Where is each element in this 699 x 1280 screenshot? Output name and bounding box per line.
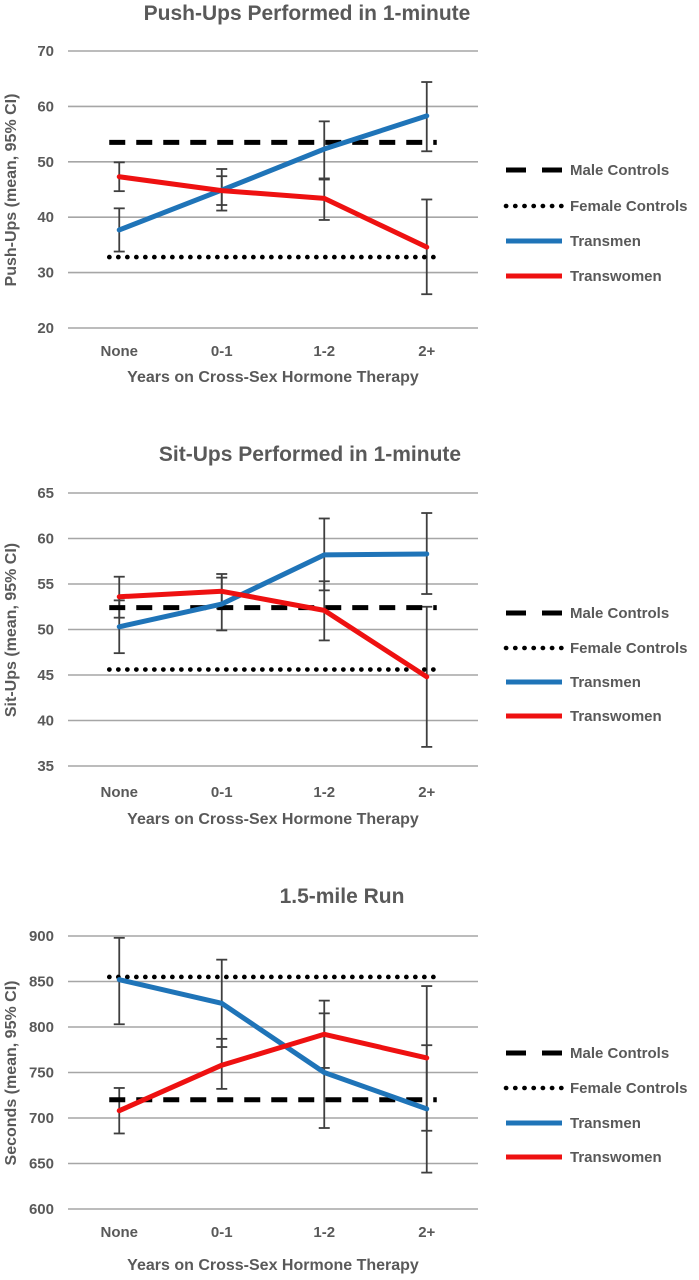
y-tick-label: 650 bbox=[29, 1156, 54, 1173]
legend-label-transwomen: Transwomen bbox=[570, 1149, 662, 1166]
push-ups-chart-canvas: 20 30 40 50 60 70 None 0-1 1-2 2+ Male Controls Fem… bbox=[3, 2, 688, 386]
y-tick-label: 45 bbox=[37, 667, 54, 684]
plot-area: 600 650 700 750 800 850 900 None 0-1 1-2 2+ Male Co… bbox=[29, 928, 688, 1241]
legend-label-transmen: Transmen bbox=[570, 1115, 641, 1132]
y-tick-label: 40 bbox=[37, 713, 54, 730]
series-line-transmen bbox=[116, 551, 430, 630]
y-tick-label: 850 bbox=[29, 974, 54, 991]
y-tick-label: 50 bbox=[37, 154, 54, 171]
y-axis-label: Seconds (mean, 95% CI) bbox=[3, 981, 20, 1166]
chart-run: 600 650 700 750 800 850 900 None 0-1 1-2 2+ Male Co… bbox=[0, 856, 699, 1280]
y-tick-label: 800 bbox=[29, 1019, 54, 1036]
chart-title: 1.5-mile Run bbox=[280, 885, 405, 908]
sit-ups-chart-canvas: 35 40 45 50 55 60 65 None 0-1 1-2 2+ Male Controls F… bbox=[3, 443, 688, 828]
y-tick-label: 65 bbox=[37, 485, 54, 502]
y-tick-label: 20 bbox=[37, 320, 54, 337]
legend-label-female-controls: Female Controls bbox=[570, 198, 688, 215]
x-axis-label: Years on Cross-Sex Hormone Therapy bbox=[127, 1257, 419, 1274]
x-tick-label: 1-2 bbox=[313, 343, 335, 360]
legend-label-male-controls: Male Controls bbox=[570, 162, 669, 179]
legend-label-female-controls: Female Controls bbox=[570, 640, 688, 657]
y-axis-label: Sit-Ups (mean, 95% CI) bbox=[3, 543, 20, 717]
y-tick-label: 30 bbox=[37, 265, 54, 282]
y-tick-label: 60 bbox=[37, 531, 54, 548]
chart-sit-ups: 35 40 45 50 55 60 65 None 0-1 1-2 2+ Male Controls F… bbox=[0, 428, 699, 856]
legend-label-transmen: Transmen bbox=[570, 233, 641, 250]
x-tick-label: None bbox=[101, 784, 139, 801]
x-tick-label: None bbox=[101, 343, 139, 360]
y-tick-label: 35 bbox=[37, 758, 54, 775]
y-tick-label: 70 bbox=[37, 43, 54, 60]
legend-label-transwomen: Transwomen bbox=[570, 708, 662, 725]
series-line-transmen bbox=[116, 113, 430, 233]
y-tick-label: 55 bbox=[37, 576, 54, 593]
plot-area: 20 30 40 50 60 70 None 0-1 1-2 2+ Male Controls Fem… bbox=[37, 43, 687, 360]
x-tick-label: 2+ bbox=[418, 784, 435, 801]
series-line-transwomen bbox=[116, 174, 430, 250]
y-tick-label: 700 bbox=[29, 1110, 54, 1127]
x-tick-label: 2+ bbox=[418, 1224, 435, 1241]
series-line-transmen bbox=[116, 977, 430, 1112]
x-tick-label: 1-2 bbox=[313, 784, 335, 801]
legend-label-male-controls: Male Controls bbox=[570, 1045, 669, 1062]
chart-push-ups: 20 30 40 50 60 70 None 0-1 1-2 2+ Male Controls Fem… bbox=[0, 0, 699, 428]
x-axis-label: Years on Cross-Sex Hormone Therapy bbox=[127, 369, 419, 386]
legend-label-transmen: Transmen bbox=[570, 674, 641, 691]
x-tick-label: 0-1 bbox=[211, 1224, 233, 1241]
x-axis-label: Years on Cross-Sex Hormone Therapy bbox=[127, 811, 419, 828]
x-tick-label: 1-2 bbox=[313, 1224, 335, 1241]
y-tick-label: 50 bbox=[37, 622, 54, 639]
chart-title: Sit-Ups Performed in 1-minute bbox=[159, 443, 461, 466]
series-line-transwomen bbox=[116, 1031, 430, 1114]
y-tick-label: 900 bbox=[29, 928, 54, 945]
x-tick-label: 0-1 bbox=[211, 343, 233, 360]
legend-label-transwomen: Transwomen bbox=[570, 268, 662, 285]
x-tick-label: None bbox=[101, 1224, 139, 1241]
legend-label-female-controls: Female Controls bbox=[570, 1080, 688, 1097]
legend-label-male-controls: Male Controls bbox=[570, 605, 669, 622]
y-tick-label: 750 bbox=[29, 1065, 54, 1082]
chart-title: Push-Ups Performed in 1-minute bbox=[144, 2, 471, 25]
y-tick-label: 60 bbox=[37, 98, 54, 115]
run-chart-canvas: 600 650 700 750 800 850 900 None 0-1 1-2 2+ Male Co… bbox=[3, 885, 688, 1274]
plot-area: 35 40 45 50 55 60 65 None 0-1 1-2 2+ Male Controls F… bbox=[37, 485, 687, 801]
y-tick-label: 600 bbox=[29, 1201, 54, 1218]
series-line-transwomen bbox=[116, 588, 430, 680]
x-tick-label: 0-1 bbox=[211, 784, 233, 801]
y-axis-label: Push-Ups (mean, 95% CI) bbox=[3, 94, 20, 287]
x-tick-label: 2+ bbox=[418, 343, 435, 360]
y-tick-label: 40 bbox=[37, 209, 54, 226]
